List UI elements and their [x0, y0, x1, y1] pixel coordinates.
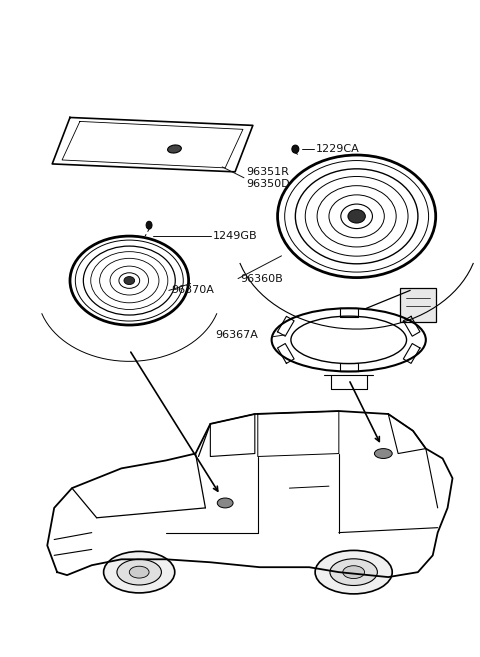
Text: 96367A: 96367A: [216, 330, 258, 340]
Ellipse shape: [124, 277, 134, 284]
Ellipse shape: [117, 559, 161, 585]
Ellipse shape: [348, 210, 365, 223]
Text: 96350D: 96350D: [246, 179, 289, 189]
Ellipse shape: [343, 566, 364, 579]
Ellipse shape: [217, 498, 233, 508]
Ellipse shape: [129, 566, 149, 578]
Text: 96370A: 96370A: [171, 285, 214, 296]
Text: 1249GB: 1249GB: [213, 231, 258, 241]
Text: 96351R: 96351R: [246, 167, 289, 177]
Ellipse shape: [292, 145, 299, 153]
Ellipse shape: [146, 221, 152, 229]
FancyBboxPatch shape: [400, 288, 436, 322]
Text: 96360B: 96360B: [240, 273, 283, 284]
Ellipse shape: [330, 559, 377, 585]
Ellipse shape: [168, 145, 181, 153]
Ellipse shape: [315, 551, 392, 594]
Ellipse shape: [104, 551, 175, 593]
Ellipse shape: [374, 449, 392, 459]
Text: 1229CA: 1229CA: [316, 144, 360, 154]
